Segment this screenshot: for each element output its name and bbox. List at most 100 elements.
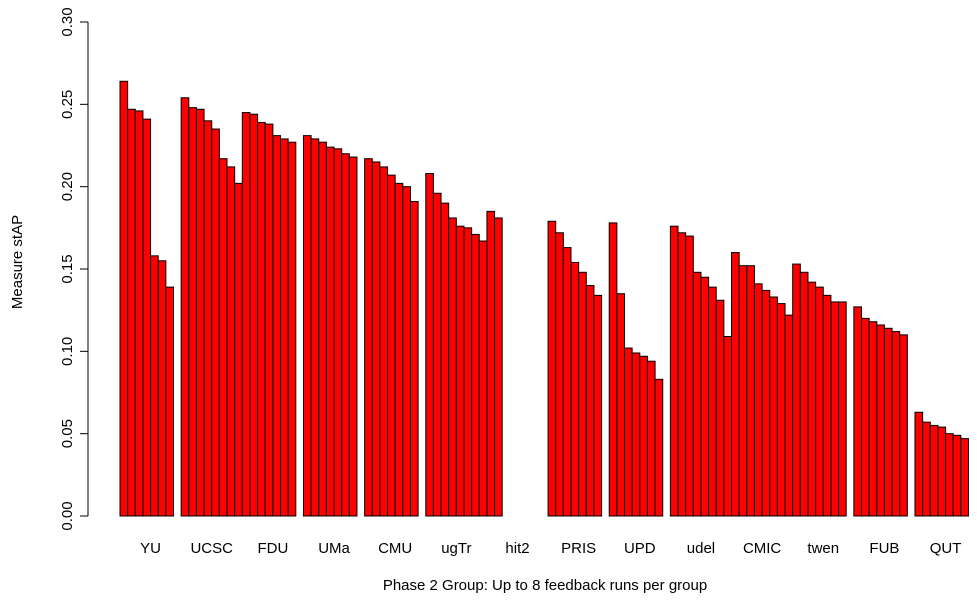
bar-qut-4 [937,426,947,517]
y-tick-label: 0.25 [59,90,76,119]
bar-cmu-6 [402,186,411,517]
group-label-udel: udel [687,540,715,557]
bar-udel-5 [700,276,710,517]
bar-cmu-3 [379,166,389,517]
bar-ucsc-3 [195,108,205,517]
bar-ucsc-8 [234,182,243,517]
bar-fdu-2 [249,113,259,517]
bar-ugtr-8 [478,240,488,517]
bar-yu-1 [119,80,129,517]
bar-upd-3 [624,347,633,517]
bar-cmic-4 [753,283,763,517]
y-tick-label: 0.05 [59,419,76,448]
bar-fub-2 [860,317,870,517]
bar-upd-6 [646,360,656,517]
bar-qut-3 [929,424,939,517]
bar-udel-1 [669,225,679,517]
bar-fub-7 [899,334,908,517]
bar-fdu-1 [241,112,251,517]
bar-hit2-1 [486,210,496,517]
y-tick-label: 0.10 [59,337,76,366]
bars [119,80,969,517]
bar-twen-1 [792,263,801,517]
bar-ucsc-1 [180,97,190,517]
bar-fdu-7 [287,141,297,517]
bar-pris-2 [555,232,564,517]
bar-uma-3 [318,141,327,517]
bar-uma-4 [325,146,335,517]
bar-pris-5 [578,271,587,517]
bar-qut-7 [960,438,969,517]
bar-ucsc-5 [211,128,220,517]
group-label-pris: PRIS [561,540,596,557]
bar-pris-7 [593,294,603,517]
group-label-twen: twen [807,540,839,557]
bar-ucsc-2 [188,107,197,517]
y-axis-title: Measure stAP [9,215,26,309]
bar-cmu-5 [394,182,404,517]
bar-uma-2 [310,138,320,517]
bar-ugtr-4 [448,217,457,517]
bar-qut-5 [945,433,954,517]
bar-twen-3 [807,281,817,517]
bar-udel-6 [708,286,717,517]
bar-cmic-3 [746,265,755,517]
bar-udel-4 [692,271,702,517]
bar-uma-5 [333,148,343,517]
bar-yu-2 [127,108,136,517]
bar-yu-4 [142,118,152,517]
group-label-cmu: CMU [378,540,412,557]
bar-cmic-7 [776,303,786,517]
y-axis: 0.00 0.05 0.10 0.15 0.20 0.25 0.30 [59,7,89,531]
bar-upd-4 [631,352,641,517]
y-tick-label: 0.15 [59,254,76,283]
bar-ugtr-1 [425,172,434,517]
bar-cmu-4 [387,174,396,517]
bar-cmic-6 [769,296,778,517]
bar-udel-8 [723,336,733,517]
group-label-cmic: CMIC [743,540,781,557]
group-label-yu: YU [140,540,161,557]
bar-ugtr-2 [432,192,442,517]
bar-udel-3 [685,235,694,517]
bar-cmu-7 [409,200,419,517]
bar-ugtr-5 [455,225,465,517]
bar-qut-6 [952,434,962,517]
x-axis-title: Phase 2 Group: Up to 8 feedback runs per… [383,577,707,594]
bar-udel-7 [715,299,725,517]
bar-fdu-3 [257,121,266,517]
bar-fub-6 [891,331,901,517]
group-label-fub: FUB [869,540,899,557]
bar-uma-7 [348,156,358,517]
bar-cmu-1 [364,158,373,517]
y-tick-label: 0.30 [59,7,76,36]
bar-fub-4 [876,324,885,517]
group-label-uma: UMa [318,540,350,557]
group-label-hit2: hit2 [505,540,529,557]
bar-upd-7 [654,378,664,517]
bar-ugtr-3 [440,202,450,517]
bar-ucsc-4 [203,120,213,517]
bar-yu-6 [157,260,167,517]
bar-upd-2 [616,293,626,517]
bar-yu-3 [134,110,144,517]
bar-twen-7 [838,301,847,517]
group-label-ugtr: ugTr [441,540,471,557]
bar-fub-5 [883,327,893,517]
bar-upd-1 [608,222,618,517]
bar-cmic-8 [784,314,794,517]
bar-hit2-2 [494,217,503,517]
bar-qut-2 [922,421,931,517]
bar-cmic-5 [761,289,771,517]
bar-fub-1 [853,306,862,517]
bar-pris-6 [585,284,595,517]
group-label-qut: QUT [930,540,962,557]
y-tick-label: 0.20 [59,172,76,201]
bar-qut-1 [914,411,924,517]
bar-upd-5 [639,355,648,517]
bar-uma-6 [341,153,350,517]
group-label-fdu: FDU [257,540,288,557]
bar-fdu-6 [280,138,289,517]
bar-fub-3 [868,321,878,517]
